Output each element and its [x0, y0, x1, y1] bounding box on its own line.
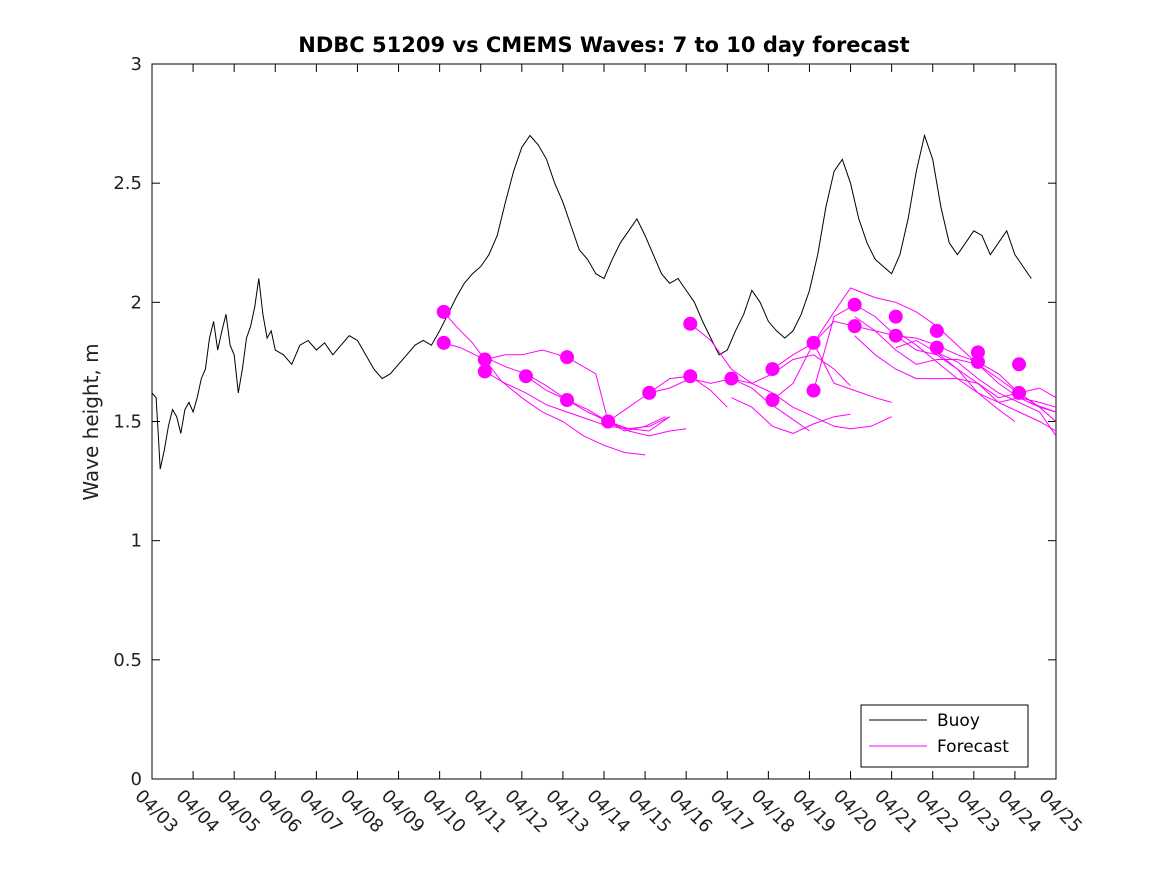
x-tick-label: 04/08 [336, 786, 388, 838]
forecast-series-line [854, 316, 1057, 413]
forecast-start-marker [642, 385, 657, 400]
legend-box [860, 704, 1029, 768]
x-tick-label: 04/21 [870, 786, 922, 838]
forecast-start-marker [806, 335, 821, 350]
x-tick-label: 04/03 [130, 786, 182, 838]
x-tick-label: 04/20 [829, 786, 881, 838]
y-tick-label: 2.5 [113, 173, 142, 194]
series-layer [151, 133, 1057, 470]
x-tick-label: 04/22 [911, 786, 963, 838]
forecast-start-marker [847, 297, 862, 312]
legend-buoy-label: Buoy [937, 711, 980, 731]
y-tick-label: 1.5 [113, 412, 142, 433]
x-tick-label: 04/04 [172, 786, 224, 838]
x-tick-label: 04/11 [459, 786, 511, 838]
y-tick-label: 3 [131, 54, 142, 75]
y-tick-label: 0 [131, 769, 142, 790]
y-axis: 0 0.5 1 1.5 2 2.5 3 [113, 54, 1056, 790]
x-tick-label: 04/05 [213, 786, 265, 838]
forecast-series-line [443, 311, 646, 456]
x-tick-label: 04/12 [500, 786, 552, 838]
forecast-start-marker [806, 383, 821, 398]
forecast-series-line [731, 354, 851, 387]
forecast-start-marker [929, 323, 944, 338]
forecast-series-line [689, 323, 892, 430]
forecast-series-line [607, 375, 728, 422]
forecast-start-marker [601, 414, 616, 429]
y-tick-label: 1 [131, 531, 142, 552]
x-tick-label: 04/13 [541, 786, 593, 838]
forecast-series-line [772, 320, 1057, 422]
buoy-series-line [151, 133, 1032, 470]
legend-forecast-label: Forecast [937, 737, 1009, 757]
x-tick-label: 04/25 [1034, 786, 1086, 838]
x-tick-label: 04/16 [665, 786, 717, 838]
forecast-start-marker [518, 369, 533, 384]
forecast-start-marker [560, 393, 575, 408]
forecast-start-marker [436, 304, 451, 319]
y-axis-label: Wave height, m [79, 343, 103, 500]
forecast-series-line [484, 356, 670, 432]
forecast-start-marker [765, 393, 780, 408]
x-tick-label: 04/19 [788, 786, 840, 838]
forecast-start-marker [929, 340, 944, 355]
forecast-start-marker [436, 335, 451, 350]
y-tick-label: 0.5 [113, 650, 142, 671]
x-tick-label: 04/17 [706, 786, 758, 838]
legend: Buoy Forecast [860, 704, 1029, 768]
forecast-start-marker [888, 328, 903, 343]
x-tick-label: 04/14 [582, 786, 634, 838]
chart-title: NDBC 51209 vs CMEMS Waves: 7 to 10 day f… [298, 33, 909, 57]
y-tick-label: 2 [131, 292, 142, 313]
forecast-series-line [772, 287, 1057, 413]
forecast-start-marker [765, 362, 780, 377]
forecast-series-line [895, 339, 1057, 437]
forecast-start-marker [683, 369, 698, 384]
forecast-start-marker [477, 352, 492, 367]
forecast-start-marker [847, 319, 862, 334]
forecast-start-marker [1012, 357, 1027, 372]
x-tick-label: 04/23 [952, 786, 1004, 838]
forecast-series-line [443, 342, 568, 363]
forecast-start-marker [477, 364, 492, 379]
x-tick-label: 04/18 [747, 786, 799, 838]
x-tick-label: 04/24 [993, 786, 1045, 838]
forecast-start-marker [683, 316, 698, 331]
forecast-start-marker [970, 354, 985, 369]
forecast-start-marker [888, 309, 903, 324]
forecast-series-line [731, 397, 851, 434]
x-tick-label: 04/07 [295, 786, 347, 838]
x-tick-label: 04/10 [418, 786, 470, 838]
forecast-start-marker [1012, 385, 1027, 400]
x-tick-label: 04/09 [377, 786, 429, 838]
forecast-start-marker [724, 371, 739, 386]
x-tick-label: 04/15 [624, 786, 676, 838]
forecast-series-line [936, 352, 1016, 422]
x-tick-label: 04/06 [254, 786, 306, 838]
forecast-series-line [813, 342, 892, 403]
forecast-start-marker [560, 350, 575, 365]
